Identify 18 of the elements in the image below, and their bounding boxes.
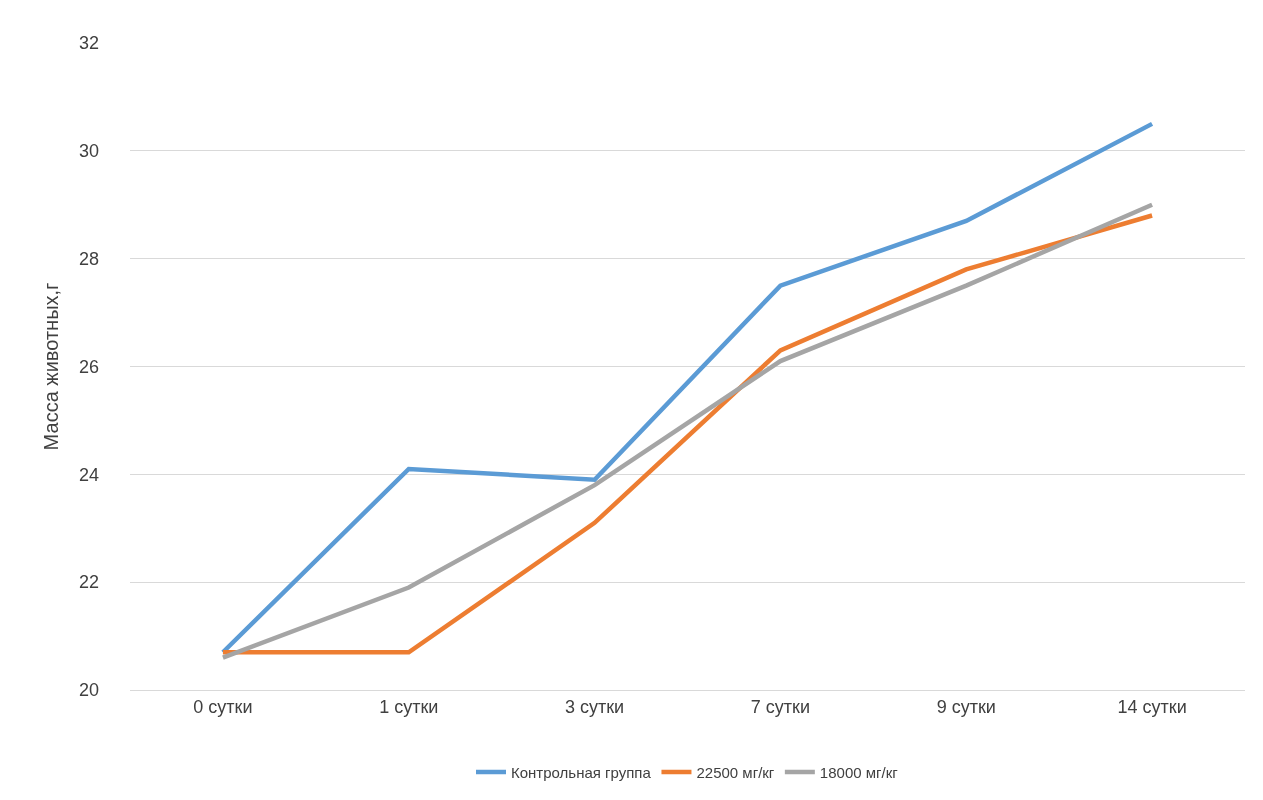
x-tick-label: 0 сутки — [193, 696, 253, 717]
legend-label: 18000 мг/кг — [819, 763, 899, 781]
legend-label: Контрольная группа — [511, 763, 652, 781]
y-tick-label: 20 — [78, 680, 99, 701]
y-axis-title: Масса животных,г — [40, 282, 63, 451]
y-tick-label: 28 — [78, 248, 99, 269]
y-tick-label: 22 — [78, 572, 99, 593]
y-tick-label: 24 — [78, 464, 99, 485]
legend-label: 22500 мг/кг — [696, 763, 775, 781]
y-tick-label: 32 — [78, 33, 99, 54]
x-tick-label: 14 сутки — [1117, 696, 1187, 717]
line-series — [220, 121, 1155, 655]
y-tick-label: 30 — [78, 141, 99, 162]
x-tick-label: 1 сутки — [379, 696, 439, 717]
x-tick-label: 7 сутки — [750, 696, 811, 717]
x-tick-label: 9 сутки — [936, 696, 996, 717]
y-tick-label: 26 — [78, 356, 99, 377]
x-tick-label: 3 сутки — [564, 696, 625, 717]
